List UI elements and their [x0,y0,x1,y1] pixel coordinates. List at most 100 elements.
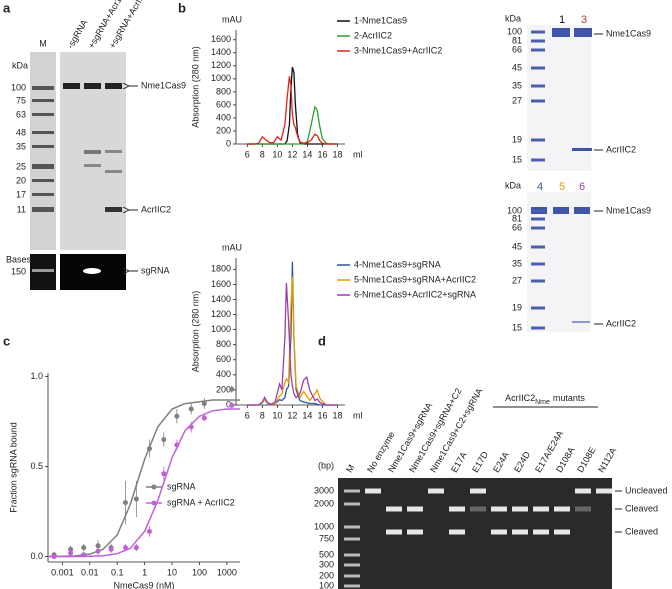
legend-marker [151,484,157,490]
gel-band [575,488,591,494]
marker-band [531,279,545,283]
legend-label: 6-Nme1Cas9+AcrIIC2+sgRNA [354,289,476,299]
legend-label: sgRNA + AcrIIC2 [167,497,235,507]
x-tick-label: 6 [245,149,250,159]
gel-band [407,529,423,535]
gel-band [449,529,465,535]
marker-band [531,48,545,52]
marker-label: 25 [16,161,26,171]
x-tick-label: 10 [272,410,282,420]
marker-label: 19 [512,302,522,312]
x-unit: ml [353,410,363,420]
marker-band [344,584,360,588]
x-tick-label: 12 [287,149,297,159]
y-unit: mAU [222,14,242,24]
bp-label: (bp) [318,460,334,470]
gel-band [449,506,465,512]
data-point [229,386,235,392]
bases-label: Bases [6,254,32,264]
y-tick-label: 1600 [211,34,231,44]
marker-label: 35 [512,258,522,268]
gel-band [554,529,570,535]
band-label: Nme1Cas9 [606,205,651,215]
marker-label: 66 [512,222,522,232]
x-tick-label: 8 [260,410,265,420]
chromatogram-line [247,76,338,145]
marker-band [344,489,360,493]
data-point [188,406,194,412]
x-tick-label: 18 [332,149,342,159]
y-unit: mAU [222,242,242,252]
marker-label: 100 [11,82,26,92]
y-tick-label: 1400 [211,47,231,57]
legend-label: 3-Nme1Cas9+AcrIIC2 [354,45,442,55]
data-point [229,402,235,408]
y-tick-label: 200 [216,125,231,135]
marker-band [531,217,545,221]
lane-label: D108A [554,445,576,474]
y-tick-label: 800 [216,339,231,349]
x-tick-label: 10 [167,567,177,577]
data-point [161,437,167,443]
group-label: AcrIIC2Nme mutants [505,393,585,405]
marker-band [344,502,360,506]
band-label: Cleaved [625,526,658,536]
bp-marker: 2000 [314,498,334,508]
lane-label: M [344,463,356,474]
fit-curve [47,399,240,558]
kda-label: kDa [505,13,521,23]
y-tick-label: 200 [216,384,231,394]
fit-curve [48,408,240,558]
x-tick-label: 8 [260,149,265,159]
gel-band [596,488,612,494]
data-point [108,546,114,552]
marker-label: 15 [512,154,522,164]
x-tick-label: 16 [317,149,327,159]
x-tick-label: 18 [332,410,342,420]
gel-band [470,506,486,512]
marker-label: 35 [512,80,522,90]
y-tick-label: 400 [216,112,231,122]
gel-band [554,506,570,512]
x-tick-label: 100 [192,567,207,577]
data-point [95,548,101,554]
gel-band [83,268,101,274]
data-point [146,446,152,452]
group-name: AcrIIC2 [505,393,535,403]
legend-label: 1-Nme1Cas9 [354,15,407,25]
y-axis-label: Fraction sgRNA bound [8,422,18,513]
gel-band [470,488,486,494]
marker-band [344,525,360,529]
marker-band [531,326,545,330]
data-point [161,471,167,477]
bases-marker: 150 [11,266,26,276]
kda-label: kDa [12,60,28,70]
band-label: AcrIIC2 [606,318,636,328]
band-label: AcrIIC2 [606,144,636,154]
lane-label: D108E [575,445,597,474]
bp-marker: 100 [319,580,334,589]
band-label: sgRNA [141,265,170,275]
lane-number: 4 [537,181,543,193]
marker-label: 45 [512,241,522,251]
bp-marker: 3000 [314,485,334,495]
x-axis-label: NmeCas9 (nM) [113,580,174,589]
x-tick-label: 12 [287,410,297,420]
data-point [81,552,87,558]
marker-band [531,158,545,162]
marker-band [531,30,545,34]
data-point [133,496,139,502]
lane-label: E17D [470,449,490,474]
band-label: Cleaved [625,503,658,513]
data-point [174,413,180,419]
y-tick-label: 1.0 [30,371,43,381]
y-tick-label: 0.5 [30,461,43,471]
data-point [174,442,180,448]
group-subscript: Nme [535,399,550,406]
marker-band [531,209,545,213]
panel-label: d [318,333,326,348]
data-point [68,550,74,556]
legend-marker [151,500,157,506]
y-tick-label: 600 [216,99,231,109]
